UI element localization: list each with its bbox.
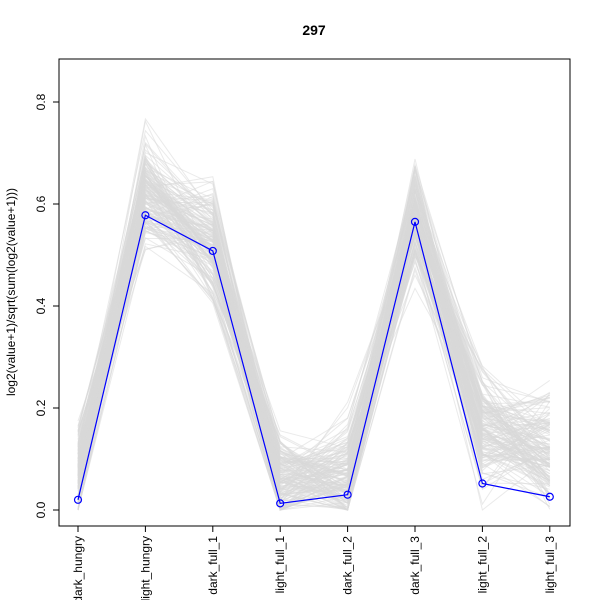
- highlight-point: [545, 492, 554, 501]
- y-tick-label: 0.8: [34, 93, 48, 110]
- x-axis: dark_hungry light_hungry dark_full_1 light_…: [71, 526, 557, 600]
- highlight-line: [77, 214, 550, 505]
- background-lines: [77, 117, 551, 511]
- y-tick-label: 0.6: [34, 195, 48, 212]
- background-line: [77, 170, 551, 503]
- x-tick-label: dark_hungry: [71, 536, 85, 600]
- background-line: [77, 214, 551, 489]
- highlight-point: [410, 217, 420, 226]
- highlight-series: [73, 211, 554, 508]
- background-line: [77, 214, 551, 499]
- y-tick-label: 0.2: [34, 399, 48, 416]
- background-line: [77, 157, 551, 487]
- chart-title: 297: [302, 22, 326, 38]
- highlight-point: [208, 246, 217, 256]
- y-axis-label: log2(value+1)/sqrt(sum(log2(value+1))): [4, 188, 18, 396]
- highlight-point: [478, 479, 487, 488]
- background-line: [77, 149, 551, 495]
- y-tick-label: 0.0: [34, 501, 48, 518]
- background-line: [77, 179, 551, 476]
- x-tick-label: dark_full_1: [206, 536, 220, 595]
- background-line: [77, 169, 551, 463]
- highlight-point: [73, 495, 83, 504]
- x-tick-label: light_full_3: [543, 536, 557, 594]
- y-tick-label: 0.4: [34, 297, 48, 314]
- background-line: [77, 182, 550, 475]
- x-tick-label: light_full_1: [273, 536, 287, 594]
- background-line: [77, 167, 551, 509]
- background-line: [77, 214, 551, 505]
- background-line: [77, 162, 551, 510]
- y-axis: 0.0 0.2 0.4 0.6 0.8: [34, 93, 60, 518]
- background-line: [77, 183, 550, 511]
- background-line: [77, 190, 550, 482]
- x-tick-label: light_full_2: [475, 536, 489, 594]
- highlight-point: [343, 490, 352, 499]
- highlight-point: [141, 211, 150, 220]
- x-tick-label: light_hungry: [138, 536, 152, 600]
- background-line: [77, 216, 550, 511]
- background-line: [77, 219, 551, 511]
- background-line: [77, 195, 551, 495]
- highlight-point: [276, 499, 285, 508]
- x-tick-label: dark_full_2: [341, 536, 355, 595]
- background-line: [77, 154, 550, 490]
- x-tick-label: dark_full_3: [408, 536, 422, 595]
